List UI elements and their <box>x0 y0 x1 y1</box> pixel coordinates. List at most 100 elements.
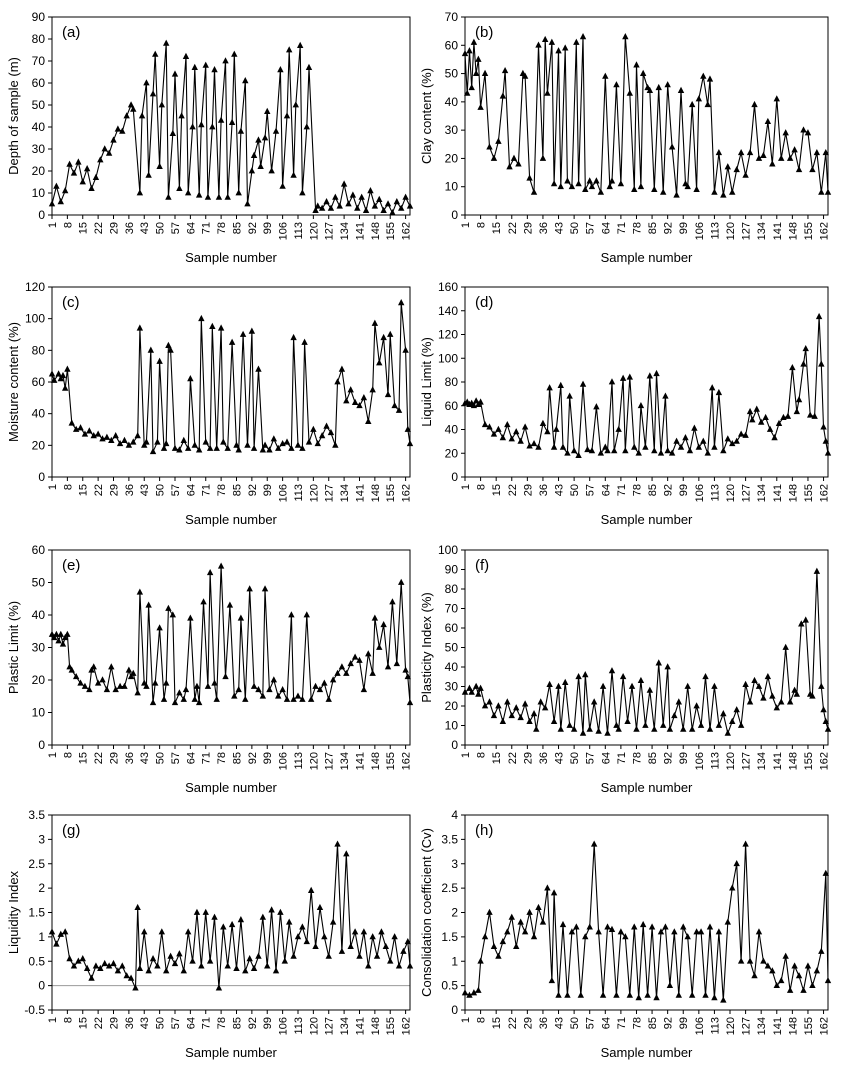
data-point <box>461 989 469 996</box>
data-point <box>639 69 647 76</box>
x-tick-label: 155 <box>803 752 815 770</box>
x-tick-label: 36 <box>124 1017 136 1029</box>
x-tick-label: 92 <box>247 752 259 764</box>
data-point <box>250 151 258 158</box>
data-point <box>217 116 225 123</box>
y-tick-label: 0 <box>451 738 458 752</box>
data-point <box>495 137 502 144</box>
panel-label: (c) <box>62 294 80 311</box>
data-point <box>165 604 172 611</box>
x-tick-label: 64 <box>185 484 197 496</box>
x-tick-label: 15 <box>491 222 503 234</box>
data-point <box>824 976 832 984</box>
y-tick-label: 20 <box>445 699 459 713</box>
data-point <box>356 401 363 409</box>
data-point <box>171 70 179 77</box>
data-point <box>387 330 394 337</box>
data-point <box>261 441 269 448</box>
data-point <box>400 947 407 954</box>
x-axis-label: Sample number <box>601 250 693 265</box>
data-point <box>680 725 687 732</box>
data-point <box>48 928 56 935</box>
data-point <box>764 117 772 125</box>
data-point <box>517 437 524 444</box>
x-tick-label: 134 <box>339 484 351 502</box>
data-point <box>292 101 299 108</box>
data-point <box>380 620 387 628</box>
data-point <box>195 698 203 706</box>
data-point <box>795 972 803 979</box>
data-point <box>541 35 549 43</box>
data-point <box>316 903 324 911</box>
x-tick-label: 78 <box>631 484 643 496</box>
data-point <box>782 643 789 650</box>
data-point <box>332 193 339 200</box>
data-point <box>642 443 649 450</box>
x-tick-label: 50 <box>569 222 581 234</box>
data-point <box>733 165 740 173</box>
data-point <box>622 447 629 454</box>
panel-label: (e) <box>62 557 80 574</box>
data-point <box>108 663 115 670</box>
data-point <box>633 61 640 68</box>
data-point <box>329 676 337 683</box>
series-line <box>464 316 829 457</box>
x-tick-label: 15 <box>78 752 90 764</box>
panel-label: (g) <box>62 822 80 839</box>
data-point <box>464 89 471 96</box>
data-point <box>575 180 582 187</box>
data-point <box>323 198 330 205</box>
x-tick-label: 141 <box>354 752 366 770</box>
x-tick-label: 85 <box>647 1017 659 1029</box>
data-point <box>644 991 651 998</box>
x-tick-label: 148 <box>787 484 799 502</box>
data-point <box>499 717 507 724</box>
y-axis-label: Plastic Limit (%) <box>6 601 21 694</box>
x-tick-label: 43 <box>139 752 151 764</box>
data-point <box>530 933 538 940</box>
data-point <box>773 981 780 989</box>
y-tick-label: 20 <box>445 446 459 460</box>
x-tick-label: 57 <box>585 752 597 764</box>
data-point <box>517 918 524 925</box>
data-point <box>325 695 332 702</box>
data-point <box>526 908 533 915</box>
data-point <box>695 95 703 102</box>
x-tick-label: 120 <box>725 752 737 770</box>
x-tick-label: 106 <box>278 1017 290 1035</box>
y-tick-label: 50 <box>445 641 459 655</box>
data-point <box>290 333 297 341</box>
data-point <box>75 957 82 964</box>
data-point <box>764 962 772 969</box>
data-point <box>789 363 796 371</box>
data-point <box>217 324 225 331</box>
data-point <box>163 439 170 447</box>
data-point <box>299 444 306 451</box>
y-tick-label: 2.5 <box>28 857 45 871</box>
data-point <box>526 442 533 449</box>
data-point <box>294 441 302 448</box>
x-tick-label: 141 <box>772 1017 784 1035</box>
data-point <box>615 725 622 732</box>
data-point <box>101 959 108 967</box>
data-point <box>662 392 669 399</box>
data-point <box>191 63 198 70</box>
data-point <box>189 957 196 964</box>
data-point <box>762 413 769 421</box>
data-point <box>206 568 214 576</box>
data-point <box>255 136 262 143</box>
x-tick-label: 36 <box>124 222 136 234</box>
data-point <box>272 127 280 134</box>
x-tick-label: 36 <box>538 222 550 234</box>
data-point <box>700 72 707 79</box>
x-tick-label: 155 <box>385 222 397 240</box>
data-point <box>343 669 350 676</box>
data-point <box>327 428 335 436</box>
data-point <box>582 671 589 678</box>
x-tick-label: 8 <box>62 222 74 228</box>
data-point <box>806 411 814 418</box>
data-point <box>125 666 133 673</box>
series-line <box>464 570 829 734</box>
